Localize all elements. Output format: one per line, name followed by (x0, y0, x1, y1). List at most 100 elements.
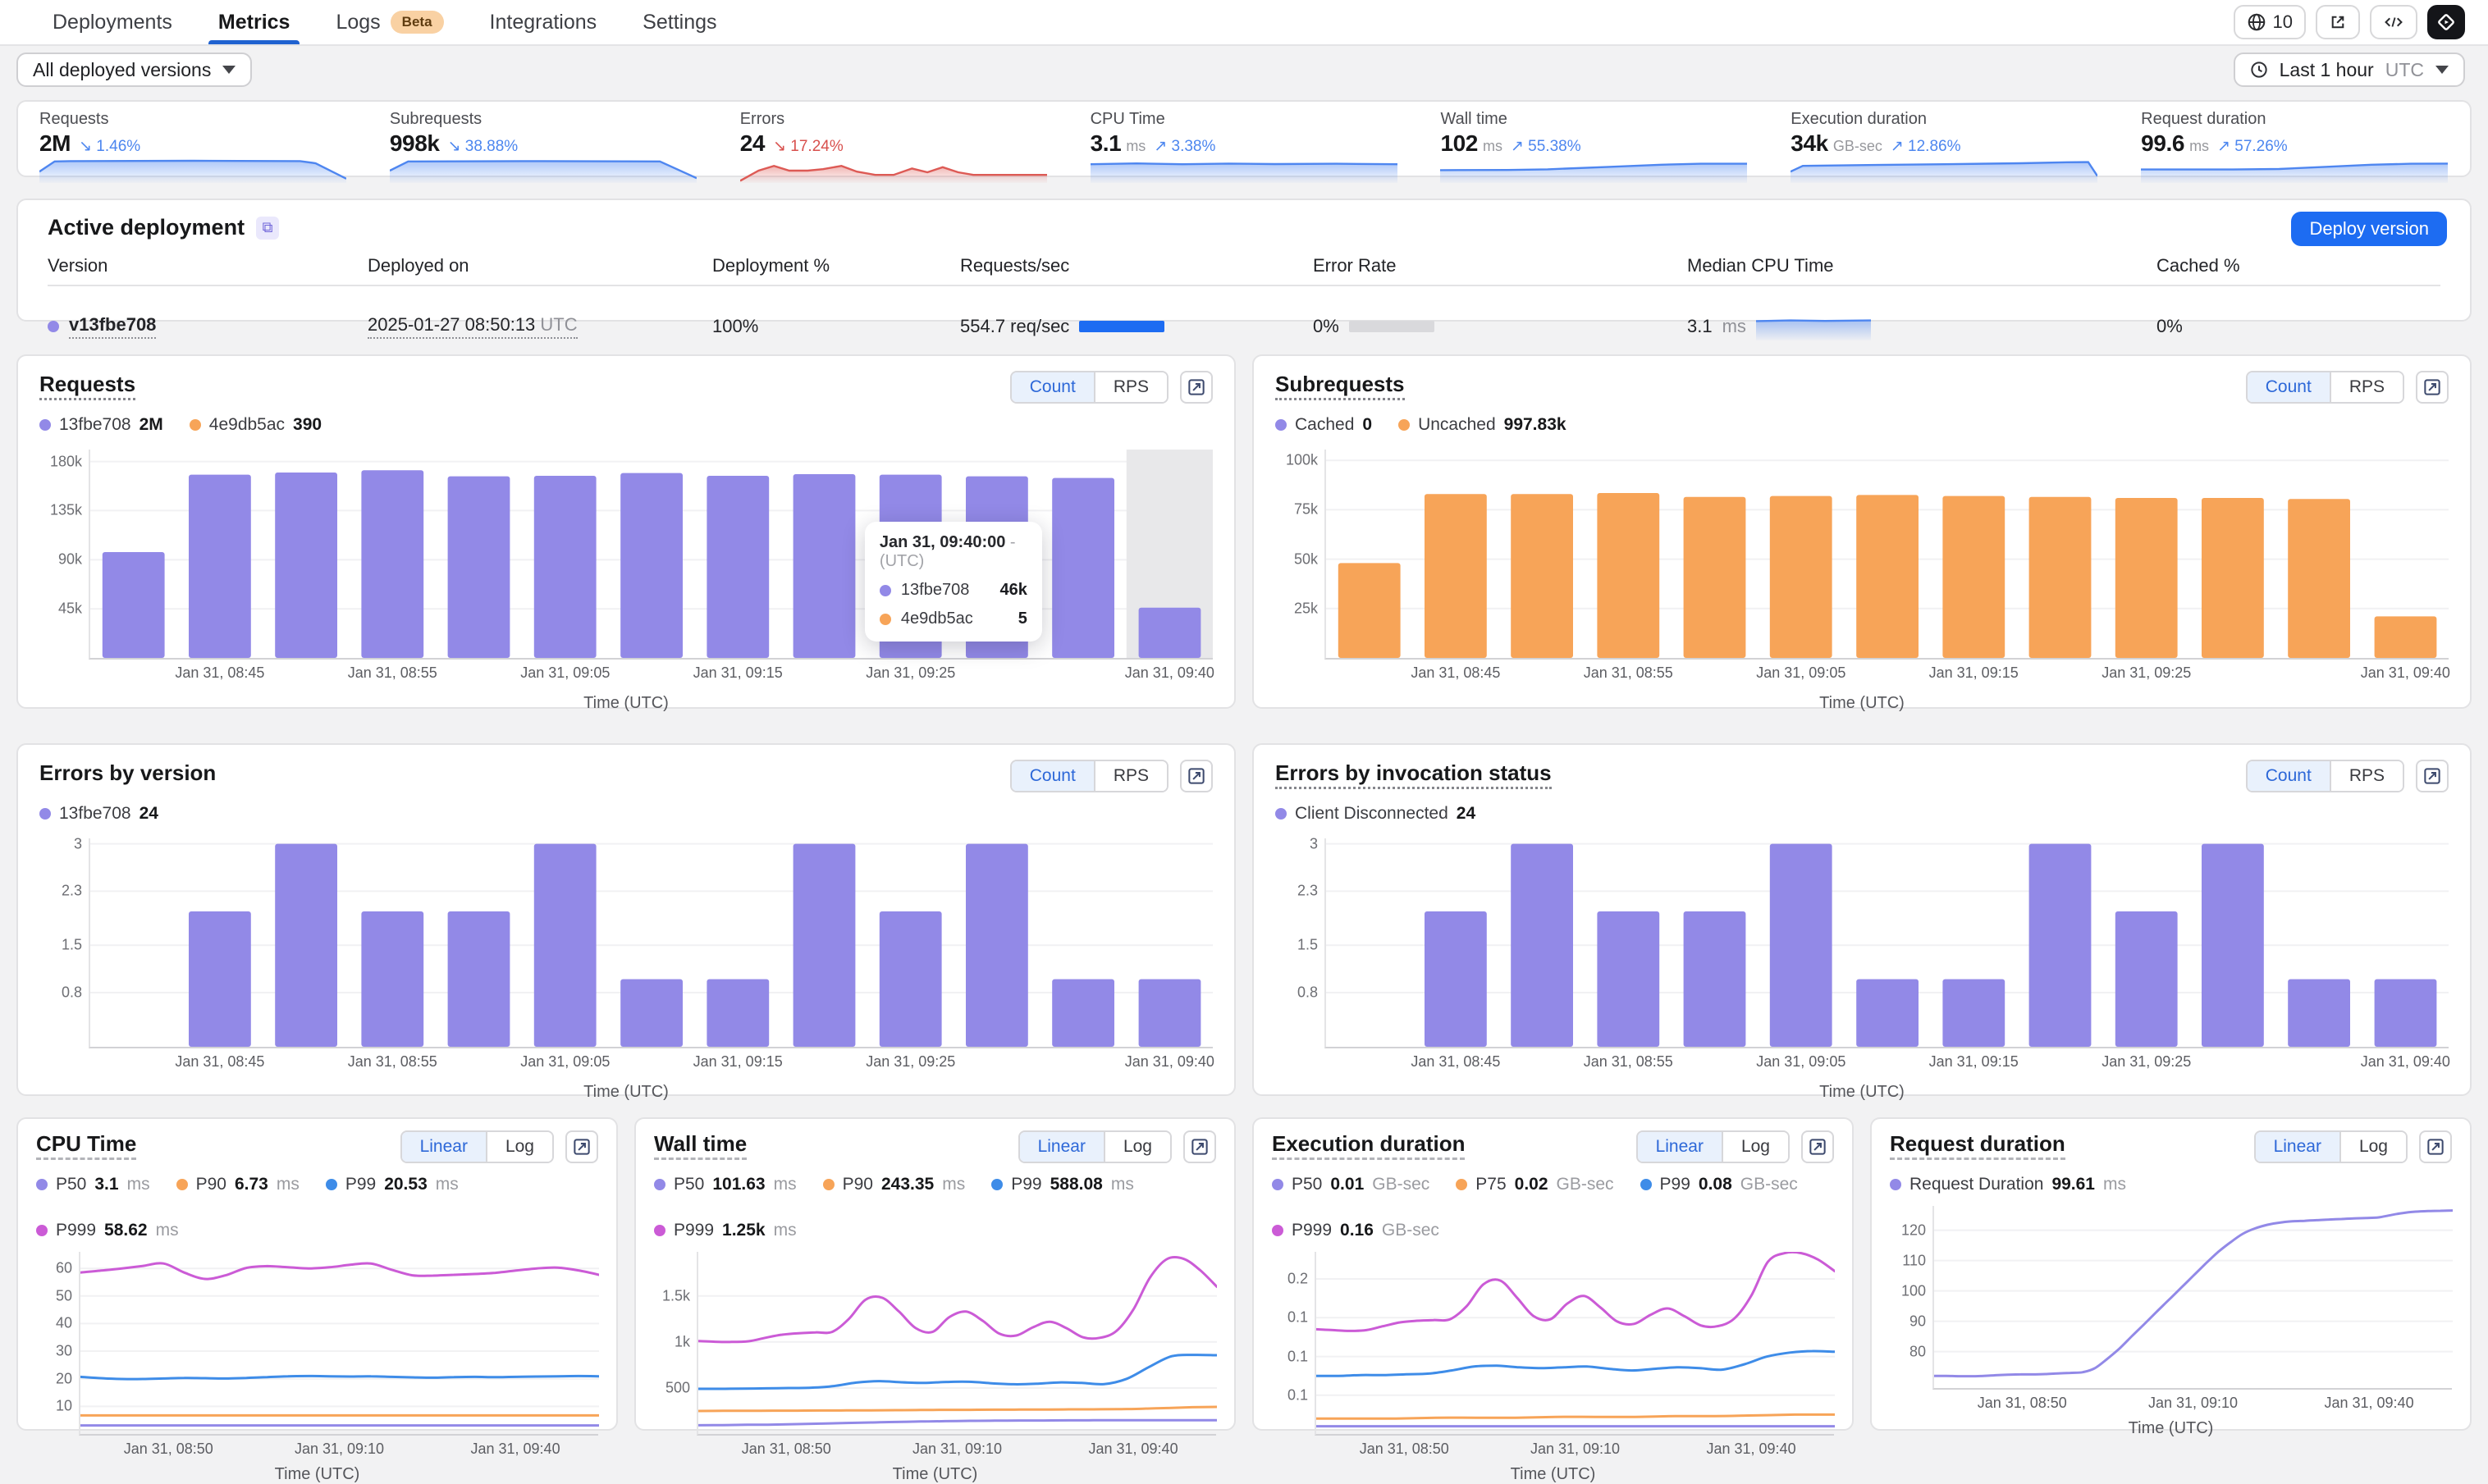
legend-unit: ms (155, 1221, 179, 1240)
charts-row-2: Errors by version Count RPS 13fbe708 24 3 2.3 1… (16, 743, 2472, 1101)
chart-title: Requests (39, 371, 136, 400)
bar-chart[interactable] (90, 838, 1213, 1047)
toggle-log[interactable]: Log (1721, 1132, 1788, 1162)
legend-item[interactable]: Client Disconnected 24 (1275, 804, 1475, 824)
legend-item[interactable]: P99 0.08 GB-sec (1640, 1175, 1798, 1194)
plot-wrap: 60 50 40 30 20 10 Jan 31, 08:50 Jan 31, 09:10 Ja… (56, 1252, 599, 1457)
toggle-log[interactable]: Log (485, 1132, 552, 1162)
col-error-rate: Error Rate (1313, 255, 1397, 276)
expand-chart-button[interactable] (2419, 1130, 2452, 1163)
chart-header: Wall time Linear Log (654, 1130, 1216, 1163)
versions-filter-dropdown[interactable]: All deployed versions (16, 53, 253, 87)
chart-plot[interactable]: 1.5k 1k 500 Jan 31, 08:50 Jan 31, 09:10 Jan 3… (662, 1252, 1217, 1457)
chart-plot[interactable]: 0.2 0.1 0.1 0.1 Jan 31, 08:50 Jan 31, 09:10 Ja… (1287, 1252, 1835, 1457)
legend-item[interactable]: P90 6.73 ms (176, 1175, 300, 1194)
legend-item[interactable]: P50 0.01 GB-sec (1272, 1175, 1429, 1194)
legend-item[interactable]: P90 243.35 ms (822, 1175, 965, 1194)
legend-item[interactable]: P50 3.1 ms (36, 1175, 150, 1194)
chart-plot[interactable]: 120 110 100 90 80 Jan 31, 08:50 Jan 31, 09:10 J… (1901, 1206, 2453, 1411)
toggle-count[interactable]: Count (2247, 761, 2330, 791)
plot-wrap: 1.5k 1k 500 Jan 31, 08:50 Jan 31, 09:10 Jan 3… (662, 1252, 1217, 1457)
toggle-count[interactable]: Count (2247, 372, 2330, 402)
time-range-dropdown[interactable]: Last 1 hour UTC (2233, 53, 2465, 87)
y-tick: 135k (49, 501, 82, 518)
expand-chart-button[interactable] (1180, 371, 1213, 404)
expand-chart-button[interactable] (2416, 371, 2449, 404)
toggle-count[interactable]: Count (1011, 761, 1094, 791)
y-tick: 1.5k (661, 1287, 690, 1304)
toggle-rps[interactable]: RPS (2329, 372, 2403, 402)
chart-legend: P50 3.1 ms P90 6.73 ms P99 20.53 ms P999 58.62 ms (36, 1175, 598, 1240)
legend-item[interactable]: Cached 0 (1275, 415, 1372, 435)
x-tick: Jan 31, 09:05 (1756, 664, 1846, 681)
x-axis-label: Time (UTC) (1819, 694, 1905, 712)
expand-chart-button[interactable] (1180, 760, 1213, 792)
bar-chart[interactable] (1326, 838, 2449, 1047)
chart-plot[interactable]: 3 2.3 1.5 0.8 Jan 31, 08:45 Jan 31, 08:55 Jan … (1297, 835, 2450, 1070)
expand-chart-button[interactable] (2416, 760, 2449, 792)
tab-deployments[interactable]: Deployments (33, 0, 192, 44)
toggle-rps[interactable]: RPS (1093, 761, 1167, 791)
legend-item[interactable]: P75 0.02 GB-sec (1456, 1175, 1614, 1194)
globe-button[interactable]: 10 (2233, 5, 2306, 39)
toggle-log[interactable]: Log (2339, 1132, 2406, 1162)
toggle-count[interactable]: Count (1011, 372, 1094, 402)
chart-plot[interactable]: 60 50 40 30 20 10 Jan 31, 08:50 Jan 31, 09:10 Ja… (56, 1252, 599, 1457)
chart-plot[interactable]: 180k 135k 90k 45k Jan 31, 08:45 Jan 31, 08:55… (50, 450, 1214, 681)
legend-item[interactable]: P999 58.62 ms (36, 1221, 179, 1240)
legend-item[interactable]: 13fbe708 24 (39, 804, 158, 824)
legend-label: P90 (195, 1175, 226, 1194)
tab-logs[interactable]: Logs Beta (316, 0, 463, 44)
expand-chart-button[interactable] (1801, 1130, 1834, 1163)
chart-controls: Linear Log (1018, 1130, 1216, 1163)
toggle-rps[interactable]: RPS (1093, 372, 1167, 402)
deployed-on-value[interactable]: 2025-01-27 08:50:13 UTC (368, 314, 578, 339)
stat-value-line: 2M ↘ 1.46% (39, 130, 347, 157)
bar-chart[interactable] (1326, 450, 2449, 658)
bar-chart[interactable] (90, 450, 1213, 658)
toggle-linear[interactable]: Linear (1019, 1132, 1104, 1162)
legend-item[interactable]: Request Duration 99.61 ms (1890, 1175, 2126, 1194)
line-chart[interactable] (698, 1252, 1217, 1434)
bar (793, 843, 856, 1047)
y-tick: 25k (1293, 600, 1318, 617)
legend-label: Client Disconnected (1295, 804, 1448, 823)
toggle-rps[interactable]: RPS (2329, 761, 2403, 791)
tab-settings[interactable]: Settings (623, 0, 736, 44)
legend-item[interactable]: 4e9db5ac 390 (189, 415, 322, 435)
expand-icon (2424, 379, 2440, 395)
stat-value-line: 34k GB-sec ↗ 12.86% (1791, 130, 2098, 157)
expand-chart-button[interactable] (565, 1130, 598, 1163)
version-link[interactable]: v13fbe708 (69, 314, 157, 339)
legend-item[interactable]: P999 1.25k ms (654, 1221, 797, 1240)
line-chart[interactable] (80, 1252, 599, 1434)
graphql-analytics-button[interactable] (2427, 5, 2465, 39)
chart-card-requests: Requests Count RPS 13fbe708 2M 4e9db5ac 390 180… (16, 354, 1236, 712)
legend-item[interactable]: P50 101.63 ms (654, 1175, 797, 1194)
tab-metrics[interactable]: Metrics (199, 0, 310, 44)
legend-item[interactable]: 13fbe708 2M (39, 415, 163, 435)
toggle-linear[interactable]: Linear (2255, 1132, 2339, 1162)
legend-item[interactable]: Uncached 997.83k (1398, 415, 1566, 435)
toggle-linear[interactable]: Linear (1637, 1132, 1722, 1162)
code-button[interactable] (2370, 5, 2417, 39)
tab-integrations[interactable]: Integrations (470, 0, 617, 44)
deployment-info-icon[interactable]: ⧉ (256, 216, 280, 240)
toggle-log[interactable]: Log (1103, 1132, 1170, 1162)
toggle-linear[interactable]: Linear (401, 1132, 486, 1162)
expand-chart-button[interactable] (1183, 1130, 1216, 1163)
chart-plot[interactable]: 3 2.3 1.5 0.8 Jan 31, 08:45 Jan 31, 08:55 Jan … (62, 835, 1214, 1070)
legend-item[interactable]: P99 20.53 ms (325, 1175, 459, 1194)
line-chart[interactable] (1934, 1206, 2453, 1388)
stat-execution-duration: Execution duration 34k GB-sec ↗ 12.86% (1769, 110, 2120, 183)
bar (2202, 843, 2264, 1047)
line-chart[interactable] (1316, 1252, 1835, 1434)
chart-plot[interactable]: 100k 75k 50k 25k Jan 31, 08:45 Jan 31, 08:55 J… (1286, 450, 2450, 681)
expand-icon (574, 1139, 590, 1155)
legend-item[interactable]: P99 588.08 ms (991, 1175, 1134, 1194)
external-link-button[interactable] (2316, 5, 2360, 39)
col-deployed-on: Deployed on (368, 255, 469, 276)
stat-delta: ↗ 12.86% (1890, 138, 1961, 155)
deploy-version-button[interactable]: Deploy version (2291, 212, 2447, 246)
legend-item[interactable]: P999 0.16 GB-sec (1272, 1221, 1439, 1240)
